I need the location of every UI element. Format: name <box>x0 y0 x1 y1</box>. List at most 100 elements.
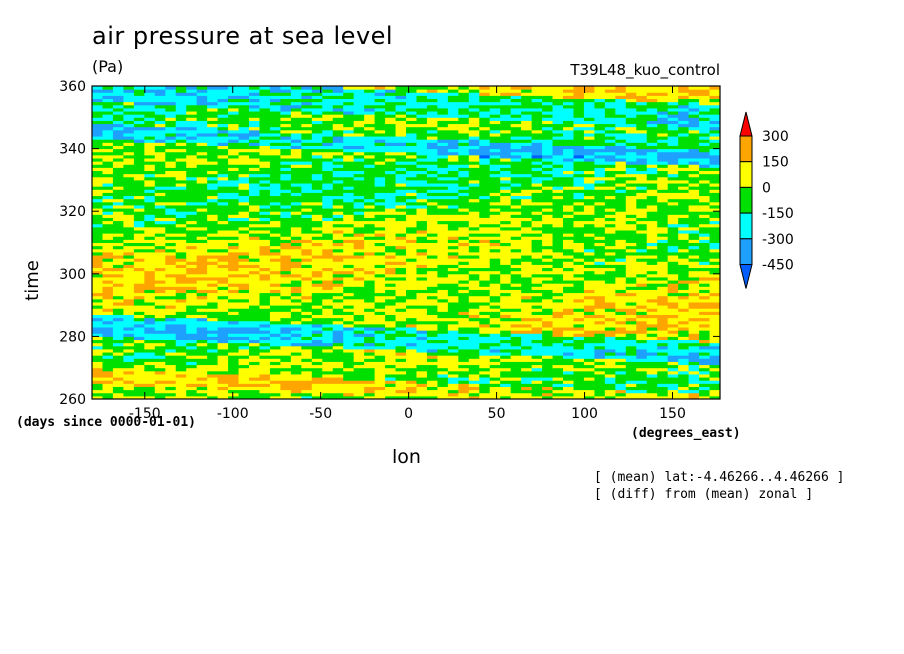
heatmap-cell <box>531 229 543 234</box>
heatmap-cell <box>699 183 711 187</box>
heatmap-cell <box>489 248 501 253</box>
heatmap-cell <box>92 201 103 206</box>
heatmap-cell <box>479 364 491 369</box>
heatmap-cell <box>186 229 198 234</box>
heatmap-cell <box>594 392 606 397</box>
heatmap-cell <box>510 298 522 303</box>
heatmap-cell <box>228 251 240 256</box>
heatmap-cell <box>92 170 103 175</box>
heatmap-cell <box>186 264 198 269</box>
heatmap-cell <box>238 292 250 297</box>
heatmap-cell <box>458 233 470 237</box>
heatmap-cell <box>259 276 271 281</box>
heatmap-cell <box>395 389 407 394</box>
heatmap-cell <box>144 295 156 300</box>
heatmap-cell <box>186 208 198 212</box>
heatmap-cell <box>102 183 114 187</box>
heatmap-cell <box>238 276 250 281</box>
heatmap-cell <box>667 348 679 353</box>
heatmap-cell <box>531 289 543 294</box>
heatmap-cell <box>521 151 533 156</box>
heatmap-cell <box>301 173 313 178</box>
heatmap-cell <box>636 164 648 168</box>
heatmap-cell <box>238 355 250 359</box>
heatmap-cell <box>269 255 281 259</box>
heatmap-cell <box>175 239 187 243</box>
heatmap-cell <box>688 239 700 243</box>
heatmap-cell <box>112 233 124 237</box>
heatmap-cell <box>615 320 627 325</box>
heatmap-cell <box>353 261 365 265</box>
heatmap-cell <box>615 255 627 259</box>
heatmap-cell <box>657 289 669 294</box>
heatmap-cell <box>458 201 470 206</box>
heatmap-cell <box>186 339 198 344</box>
heatmap-cell <box>552 308 564 312</box>
heatmap-cell <box>280 245 292 250</box>
heatmap-cell <box>196 358 208 362</box>
heatmap-cell <box>154 145 166 150</box>
heatmap-cell <box>259 336 271 341</box>
heatmap-cell <box>228 267 240 272</box>
heatmap-cell <box>594 333 606 337</box>
heatmap-cell <box>437 373 449 378</box>
heatmap-cell <box>667 226 679 231</box>
heatmap-cell <box>301 189 313 193</box>
heatmap-cell <box>311 251 323 256</box>
heatmap-cell <box>594 345 606 350</box>
heatmap-cell <box>521 292 533 297</box>
heatmap-cell <box>123 214 135 218</box>
heatmap-cell <box>322 352 334 356</box>
heatmap-cell <box>249 211 260 215</box>
heatmap-cell <box>280 383 292 387</box>
heatmap-cell <box>500 301 512 306</box>
heatmap-cell <box>207 308 219 312</box>
heatmap-cell <box>186 173 198 178</box>
heatmap-cell <box>437 367 449 372</box>
heatmap-cell <box>510 214 522 218</box>
heatmap-cell <box>573 164 585 168</box>
heatmap-cell <box>510 176 522 181</box>
heatmap-cell <box>249 358 260 362</box>
heatmap-cell <box>468 276 480 281</box>
heatmap-cell <box>133 330 145 334</box>
heatmap-cell <box>500 333 512 337</box>
heatmap-cell <box>678 220 690 225</box>
heatmap-cell <box>657 239 669 243</box>
heatmap-cell <box>542 286 554 290</box>
heatmap-cell <box>563 217 574 222</box>
heatmap-cell <box>301 139 313 143</box>
heatmap-cell <box>468 236 480 240</box>
heatmap-cell <box>385 386 397 391</box>
heatmap-cell <box>186 136 198 140</box>
heatmap-cell <box>625 383 637 387</box>
heatmap-cell <box>458 245 470 250</box>
heatmap-cell <box>479 223 491 228</box>
heatmap-cell <box>332 355 344 359</box>
heatmap-cell <box>531 273 543 278</box>
heatmap-cell <box>364 339 376 344</box>
heatmap-cell <box>374 345 386 350</box>
heatmap-cell <box>217 395 229 400</box>
heatmap-cell <box>646 317 658 322</box>
heatmap-cell <box>447 339 459 344</box>
heatmap-cell <box>112 323 124 328</box>
heatmap-cell <box>290 170 302 175</box>
heatmap-cell <box>259 223 271 228</box>
heatmap-cell <box>196 157 208 162</box>
heatmap-cell <box>133 336 145 341</box>
heatmap-cell <box>563 367 574 372</box>
heatmap-cell <box>228 204 240 209</box>
heatmap-cell <box>301 183 313 187</box>
heatmap-cell <box>636 157 648 162</box>
heatmap-cell <box>259 239 271 243</box>
heatmap-cell <box>228 355 240 359</box>
heatmap-cell <box>678 170 690 175</box>
heatmap-cell <box>699 255 711 259</box>
heatmap-cell <box>311 320 323 325</box>
heatmap-cell <box>154 361 166 366</box>
heatmap-cell <box>709 198 721 203</box>
heatmap-cell <box>154 223 166 228</box>
heatmap-cell <box>133 373 145 378</box>
heatmap-cell <box>154 276 166 281</box>
